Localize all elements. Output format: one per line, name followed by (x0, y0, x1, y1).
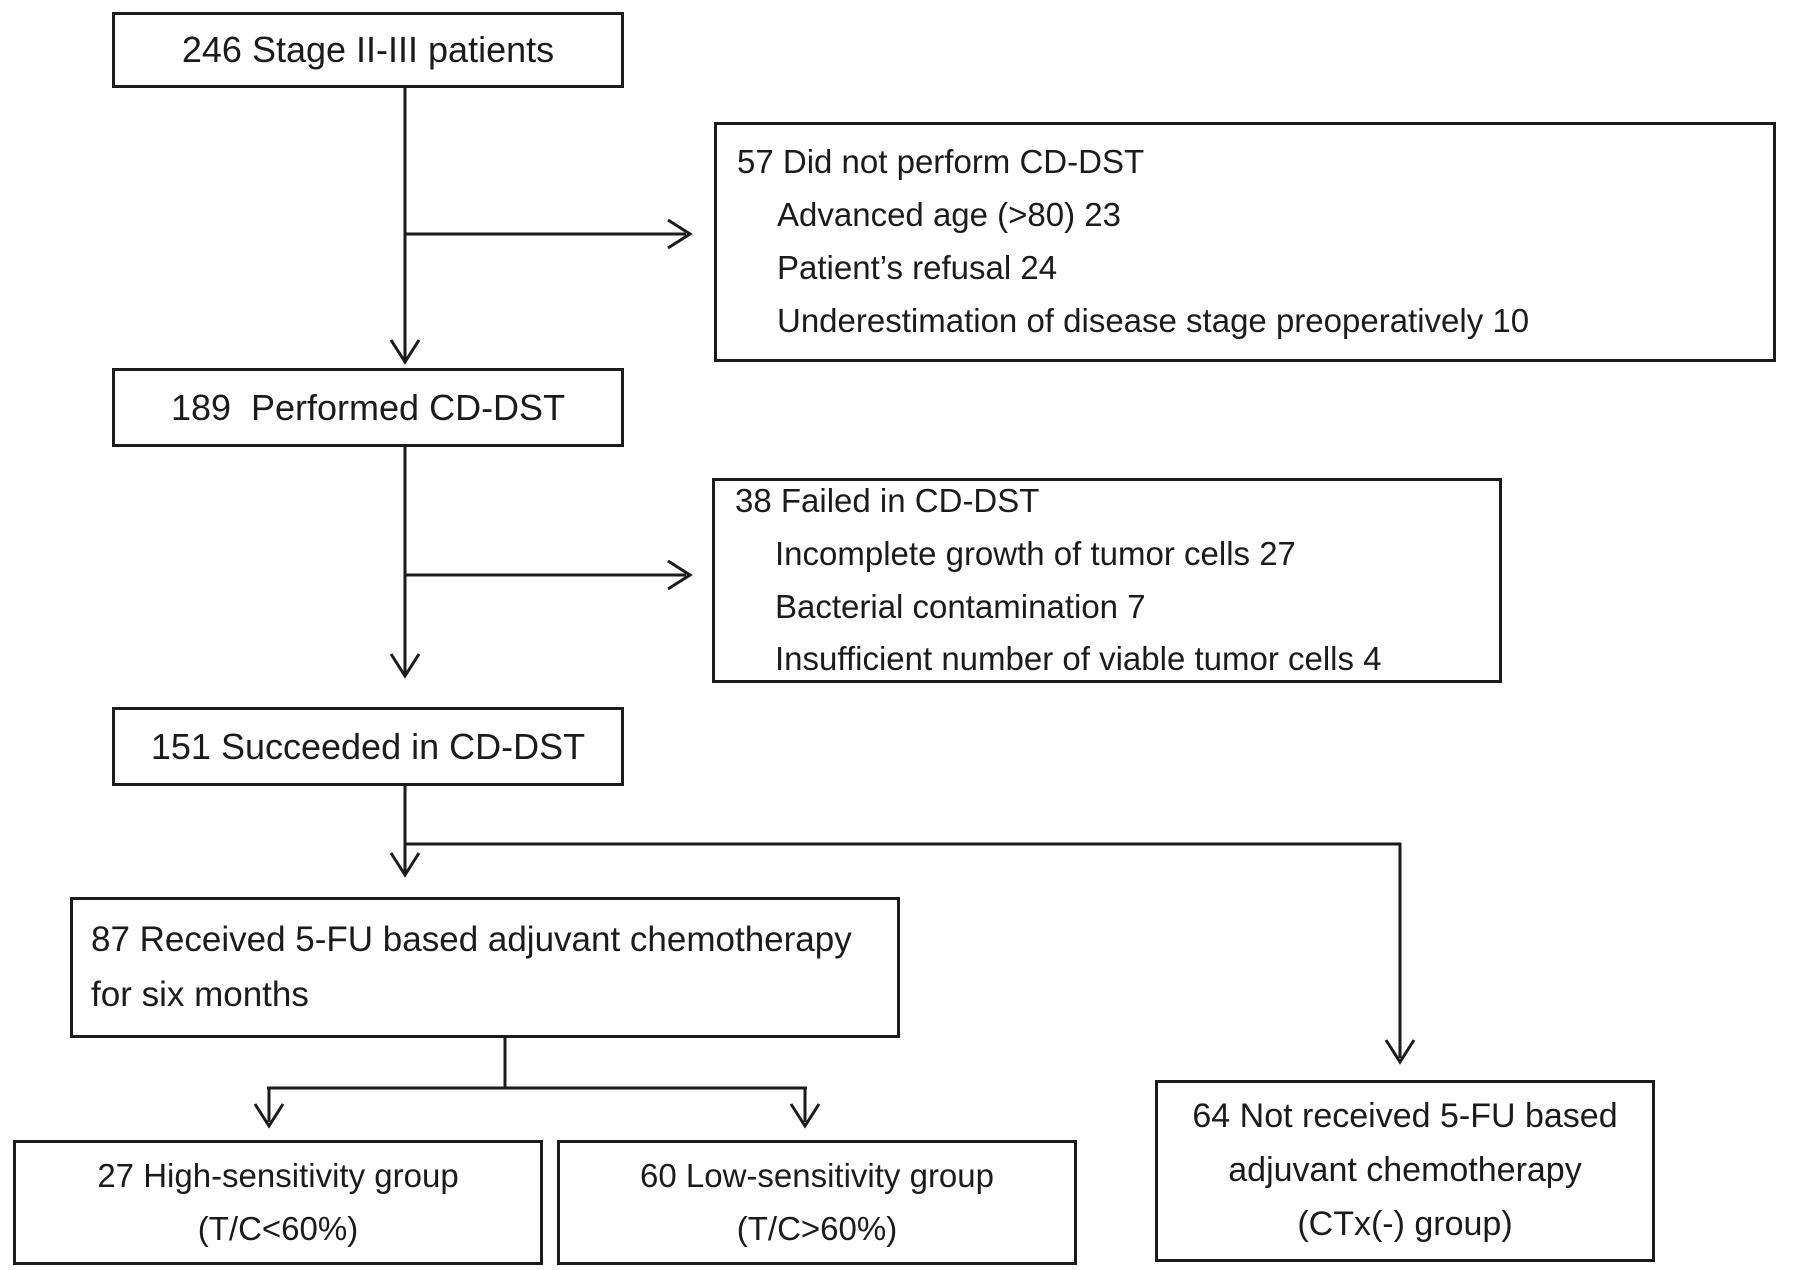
arrowhead-right-failed (667, 559, 693, 591)
arrowhead-down-low-group (789, 1103, 821, 1129)
box-received-line1: 87 Received 5-FU based adjuvant chemothe… (91, 920, 852, 960)
box-succeeded-cddst-label: 151 Succeeded in CD-DST (150, 725, 586, 767)
box-high-sensitivity-group: 27 High-sensitivity group (T/C<60%) (13, 1140, 543, 1265)
arrowhead-down-notreceived (1384, 1039, 1416, 1065)
reason-patient-refusal: Patient’s refusal 24 (777, 249, 1058, 286)
arrowhead-down-high-group (253, 1103, 285, 1129)
arrowhead-down-received (389, 852, 421, 878)
box-not-received-line3: (CTx(-) group) (1297, 1204, 1513, 1243)
box-not-received-line1: 64 Not received 5-FU based (1192, 1097, 1618, 1136)
reason-insufficient-cells: Insufficient number of viable tumor cell… (775, 640, 1382, 678)
box-not-received-line2: adjuvant chemotherapy (1228, 1151, 1582, 1190)
reason-bacterial-contamination: Bacterial contamination 7 (775, 587, 1146, 625)
reason-incomplete-growth: Incomplete growth of tumor cells 27 (775, 534, 1296, 572)
box-stage-patients-label: 246 Stage II-III patients (181, 29, 555, 71)
box-received-line2: for six months (91, 974, 309, 1014)
box-failed-title: 38 Failed in CD-DST (735, 481, 1040, 519)
box-high-sensitivity-line2: (T/C<60%) (197, 1209, 359, 1247)
box-stage-patients: 246 Stage II-III patients (112, 12, 624, 88)
box-low-sensitivity-group: 60 Low-sensitivity group (T/C>60%) (557, 1140, 1077, 1265)
box-did-not-perform-title: 57 Did not perform CD-DST (737, 143, 1145, 181)
box-performed-cddst-label: 189 Performed CD-DST (170, 386, 566, 428)
box-failed-cddst: 38 Failed in CD-DST Incomplete growth of… (712, 478, 1502, 683)
arrowhead-down-performed (389, 339, 421, 365)
box-received-chemotherapy: 87 Received 5-FU based adjuvant chemothe… (70, 897, 900, 1038)
arrowhead-down-succeeded (389, 653, 421, 679)
box-succeeded-cddst: 151 Succeeded in CD-DST (112, 707, 624, 786)
reason-advanced-age: Advanced age (>80) 23 (777, 196, 1122, 234)
box-high-sensitivity-line1: 27 High-sensitivity group (97, 1156, 459, 1194)
box-low-sensitivity-line2: (T/C>60%) (736, 1209, 898, 1247)
arrowhead-right-no-cddst (667, 218, 693, 250)
box-did-not-perform-cddst: 57 Did not perform CD-DST Advanced age (… (714, 122, 1776, 362)
reason-underestimation: Underestimation of disease stage preoper… (777, 301, 1530, 339)
box-low-sensitivity-line1: 60 Low-sensitivity group (639, 1156, 994, 1194)
box-not-received-chemotherapy: 64 Not received 5-FU based adjuvant chem… (1155, 1080, 1655, 1262)
box-performed-cddst: 189 Performed CD-DST (112, 368, 624, 447)
